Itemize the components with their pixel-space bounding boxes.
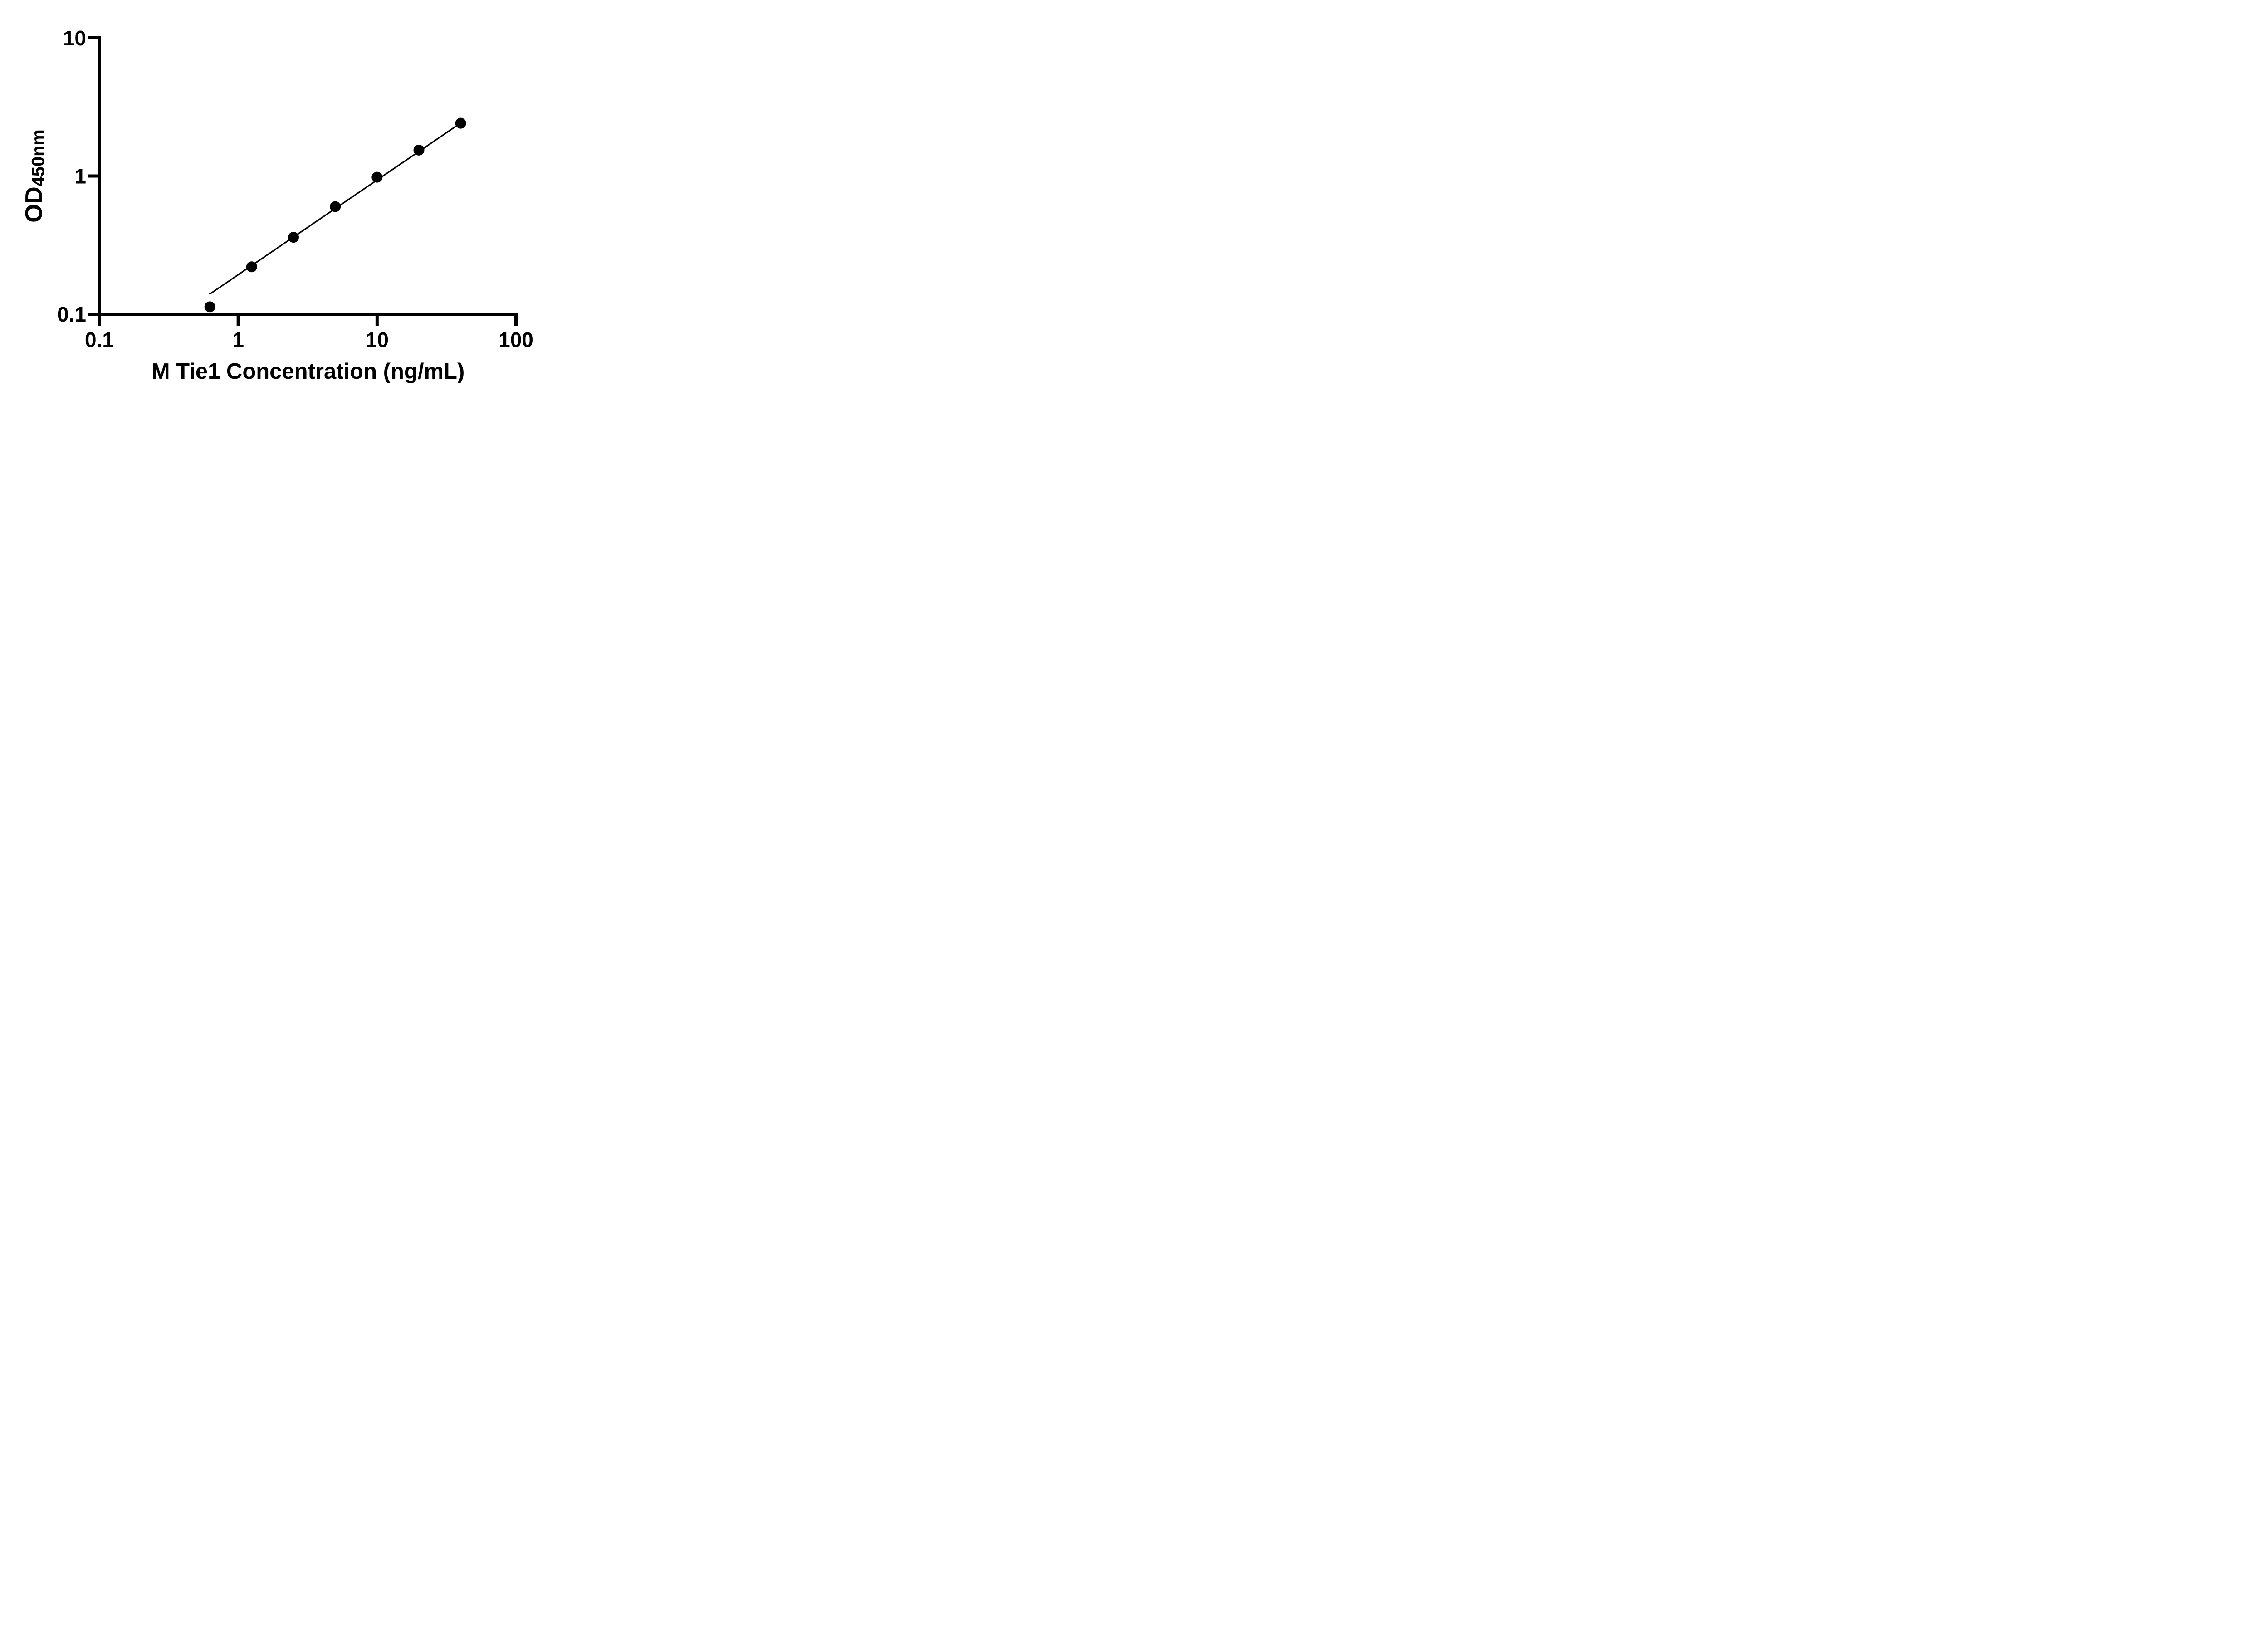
x-tick-label: 1 [232,328,244,352]
y-axis-title-subscript: 450nm [28,129,49,187]
chart-svg: 0.1 1 10 100 0.1 1 10 [57,26,533,352]
y-axis-title: OD450nm [20,129,49,223]
y-axis-title-main: OD [20,186,48,223]
x-tick-label: 0.1 [85,328,114,352]
y-tick-label: 0.1 [57,303,86,326]
y-tick-label: 1 [74,165,86,188]
data-point [413,144,425,156]
data-point [288,232,299,243]
data-point [246,261,257,273]
x-tick-label: 10 [366,328,389,352]
x-axis-title: M Tie1 Concentration (ng/mL) [151,359,465,384]
data-point [204,301,215,313]
elisa-standard-curve-figure: 0.1 1 10 100 0.1 1 10 OD450nm M Tie1 Concentra… [0,0,571,408]
y-tick-label: 10 [63,26,86,50]
data-point [371,171,383,183]
data-point [455,117,466,129]
data-point [330,201,341,212]
x-tick-label: 100 [499,328,533,352]
